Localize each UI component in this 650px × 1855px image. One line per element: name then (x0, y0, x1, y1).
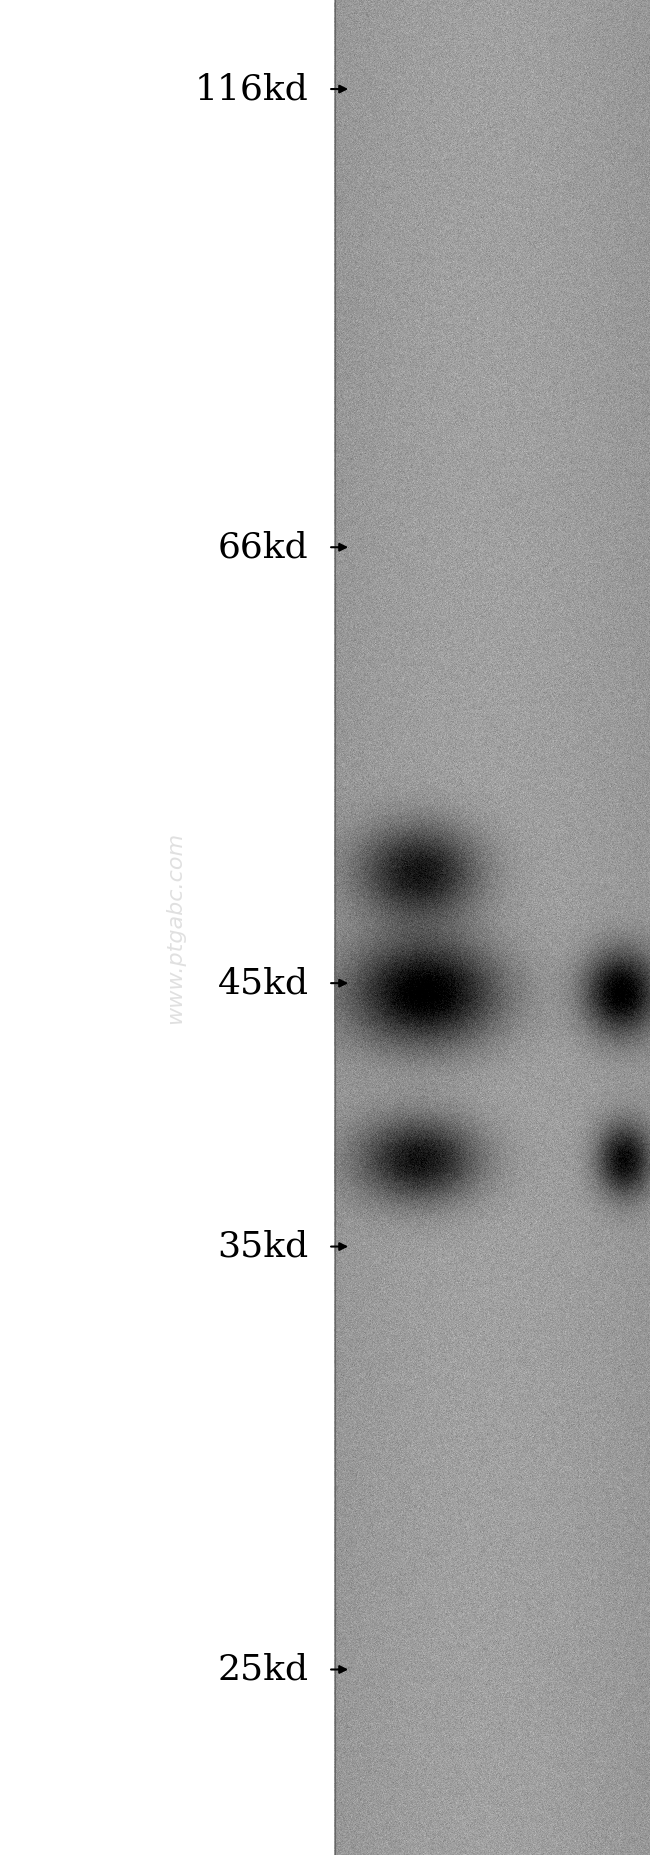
Text: 35kd: 35kd (218, 1230, 309, 1263)
Text: 116kd: 116kd (195, 72, 309, 106)
Text: 66kd: 66kd (218, 531, 309, 564)
Text: www.ptgabc.com: www.ptgabc.com (166, 831, 185, 1024)
Text: 25kd: 25kd (218, 1653, 309, 1686)
Text: 45kd: 45kd (218, 966, 309, 1000)
